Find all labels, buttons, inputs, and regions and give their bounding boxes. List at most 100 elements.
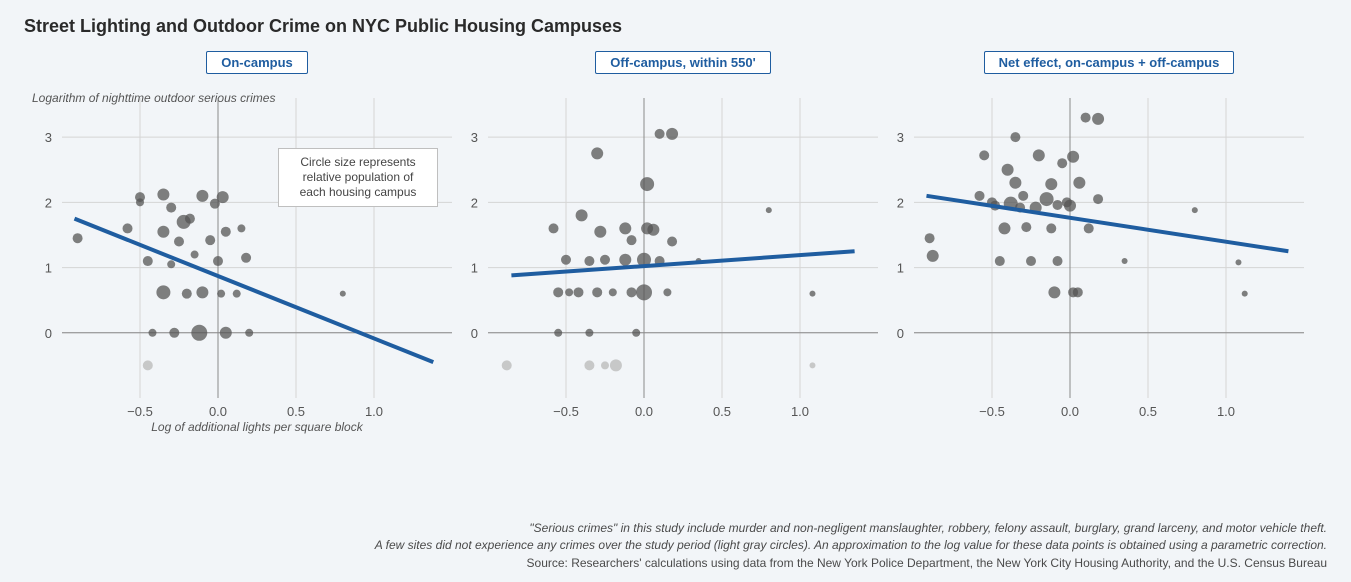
data-point [157, 189, 169, 201]
data-point [995, 256, 1005, 266]
x-axis-label: Log of additional lights per square bloc… [62, 420, 452, 434]
data-point [221, 227, 231, 237]
data-point [1093, 194, 1103, 204]
data-point [636, 284, 652, 300]
data-point [998, 222, 1010, 234]
data-point [1235, 259, 1241, 265]
data-point [1057, 158, 1067, 168]
data-point [1064, 200, 1076, 212]
data-point [549, 223, 559, 233]
data-point [609, 288, 617, 296]
data-point [1045, 178, 1057, 190]
data-point [213, 256, 223, 266]
data-point [157, 226, 169, 238]
data-point [594, 226, 606, 238]
data-point [1033, 149, 1045, 161]
panel-0: On-campusLogarithm of nighttime outdoor … [62, 51, 452, 438]
panel-subtitle: On-campus [206, 51, 308, 74]
data-point [1081, 113, 1091, 123]
svg-text:1.0: 1.0 [1217, 404, 1235, 419]
data-point [191, 251, 199, 259]
footnote-source: Source: Researchers' calculations using … [375, 555, 1327, 572]
footnote-2: A few sites did not experience any crime… [375, 537, 1327, 554]
data-point [979, 150, 989, 160]
data-point [1002, 164, 1014, 176]
data-point [233, 290, 241, 298]
data-point [584, 360, 594, 370]
data-point [1192, 207, 1198, 213]
svg-text:1: 1 [471, 261, 478, 276]
svg-text:1.0: 1.0 [365, 404, 383, 419]
data-point [1009, 177, 1021, 189]
data-point [1048, 286, 1060, 298]
footnotes: "Serious crimes" in this study include m… [375, 520, 1327, 572]
svg-text:0.0: 0.0 [1061, 404, 1079, 419]
data-point [166, 203, 176, 213]
data-point [217, 290, 225, 298]
chart-main-title: Street Lighting and Outdoor Crime on NYC… [24, 16, 1327, 37]
svg-text:2: 2 [897, 195, 904, 210]
data-point [975, 191, 985, 201]
data-point [619, 222, 631, 234]
svg-text:3: 3 [45, 130, 52, 145]
data-point [632, 329, 640, 337]
data-point [1053, 200, 1063, 210]
data-point [196, 286, 208, 298]
svg-text:2: 2 [45, 195, 52, 210]
data-point [237, 224, 245, 232]
data-point [927, 250, 939, 262]
data-point [205, 235, 215, 245]
data-point [136, 198, 144, 206]
data-point [143, 256, 153, 266]
data-point [502, 360, 512, 370]
data-point [663, 288, 671, 296]
svg-text:0: 0 [45, 326, 52, 341]
data-point [1010, 132, 1020, 142]
data-point [185, 214, 195, 224]
data-point [1073, 287, 1083, 297]
data-point [1040, 192, 1054, 206]
data-point [1026, 256, 1036, 266]
data-point [169, 328, 179, 338]
data-point [647, 224, 659, 236]
svg-text:1: 1 [45, 261, 52, 276]
data-point [576, 209, 588, 221]
data-point [619, 254, 631, 266]
data-point [174, 236, 184, 246]
data-point [601, 361, 609, 369]
data-point [591, 147, 603, 159]
legend-note: Circle size represents relative populati… [278, 148, 438, 207]
scatter-plot: −0.50.00.51.00123 [488, 98, 878, 398]
panels-row: On-campusLogarithm of nighttime outdoor … [24, 51, 1327, 438]
panel-subtitle: Net effect, on-campus + off-campus [984, 51, 1235, 74]
data-point [167, 260, 175, 268]
svg-text:3: 3 [471, 130, 478, 145]
data-point [191, 325, 207, 341]
data-point [1018, 191, 1028, 201]
data-point [809, 291, 815, 297]
data-point [573, 287, 583, 297]
data-point [666, 128, 678, 140]
data-point [241, 253, 251, 263]
svg-text:3: 3 [897, 130, 904, 145]
data-point [217, 191, 229, 203]
data-point [592, 287, 602, 297]
panel-2: Net effect, on-campus + off-campus−0.50.… [914, 51, 1304, 438]
data-point [1073, 177, 1085, 189]
data-point [553, 287, 563, 297]
svg-text:−0.5: −0.5 [553, 404, 579, 419]
svg-text:0: 0 [471, 326, 478, 341]
data-point [561, 255, 571, 265]
scatter-plot: −0.50.00.51.00123Circle size represents … [62, 98, 452, 398]
svg-text:0.5: 0.5 [1139, 404, 1157, 419]
svg-text:0: 0 [897, 326, 904, 341]
svg-text:1.0: 1.0 [791, 404, 809, 419]
data-point [1092, 113, 1104, 125]
svg-text:0.5: 0.5 [713, 404, 731, 419]
data-point [1122, 258, 1128, 264]
svg-text:0.0: 0.0 [635, 404, 653, 419]
data-point [766, 207, 772, 213]
data-point [610, 359, 622, 371]
data-point [156, 285, 170, 299]
data-point [143, 360, 153, 370]
